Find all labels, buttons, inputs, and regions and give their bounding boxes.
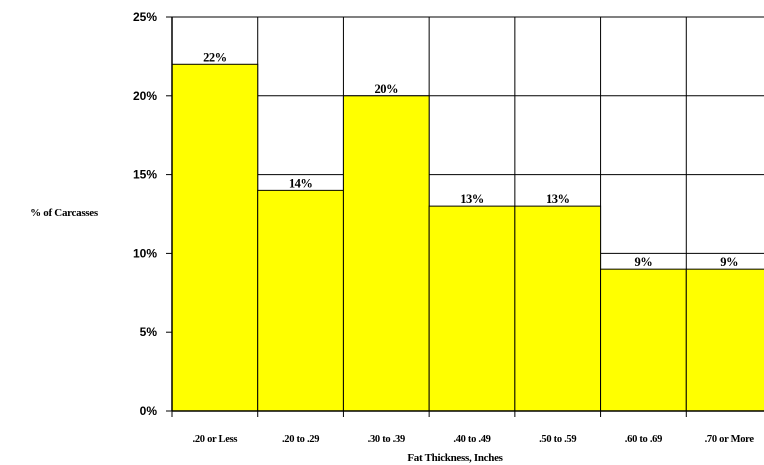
x-tick-label: .30 to .39 — [368, 434, 405, 445]
data-label: 13% — [546, 192, 570, 206]
y-tick-label: 5% — [140, 325, 158, 339]
bar — [685, 268, 764, 412]
x-tick-label: .20 to .29 — [282, 434, 319, 445]
data-label: 9% — [635, 255, 653, 269]
bar — [171, 63, 259, 412]
y-tick-label: 20% — [133, 89, 157, 103]
data-labels: 22% 14% 20% 13% 13% 9% 9% — [203, 50, 738, 269]
bars — [171, 63, 764, 412]
bar — [257, 189, 344, 412]
y-axis-title: % of Carcasses — [30, 207, 99, 219]
bar — [428, 205, 516, 412]
x-tick-label: .20 or Less — [193, 434, 238, 445]
x-tick-label: .50 to .59 — [539, 434, 576, 445]
bar — [514, 205, 602, 412]
data-label: 20% — [375, 82, 399, 96]
x-tick-label: .60 to .69 — [625, 434, 662, 445]
axes — [166, 16, 764, 417]
x-tick-label: .40 to .49 — [453, 434, 490, 445]
data-label: 14% — [289, 176, 313, 190]
y-tick-label: 0% — [140, 404, 158, 418]
x-tick-labels: .20 or Less .20 to .29 .30 to .39 .40 to .4… — [193, 434, 755, 445]
y-tick-labels: 0% 5% 10% 15% 20% 25% — [133, 10, 157, 418]
x-axis-title: Fat Thickness, Inches — [407, 452, 503, 464]
y-tick-label: 25% — [133, 10, 157, 24]
bar — [342, 95, 430, 412]
data-label: 22% — [203, 50, 227, 64]
data-label: 13% — [460, 192, 484, 206]
y-tick-label: 15% — [133, 168, 157, 182]
bar — [600, 268, 687, 412]
data-label: 9% — [720, 255, 738, 269]
y-tick-label: 10% — [133, 246, 157, 260]
x-tick-label: .70 or More — [705, 434, 755, 445]
